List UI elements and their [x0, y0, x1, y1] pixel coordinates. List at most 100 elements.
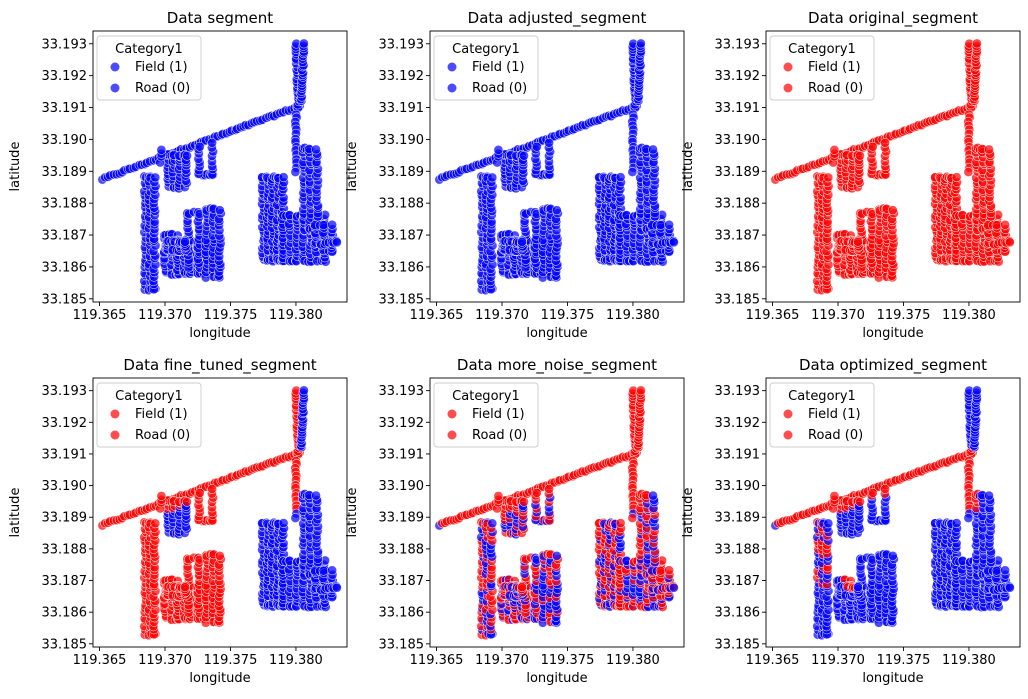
data-point [664, 565, 674, 576]
y-tick-label: 33.187 [42, 229, 88, 244]
data-point [327, 565, 337, 576]
data-point [517, 582, 527, 593]
points [770, 38, 1015, 296]
x-tick-label: 119.380 [606, 308, 660, 323]
legend: Category1 Field (1) Road (0) [433, 382, 539, 448]
y-tick-label: 33.186 [379, 260, 425, 275]
y-tick-label: 33.193 [379, 37, 425, 52]
data-point [180, 582, 190, 593]
x-tick-label: 119.365 [73, 308, 127, 323]
x-tick-label: 119.380 [606, 653, 660, 668]
y-tick-label: 33.190 [379, 133, 425, 148]
data-point [327, 219, 337, 230]
y-tick-label: 33.190 [42, 133, 88, 148]
y-tick-label: 33.192 [379, 416, 425, 431]
legend-marker [447, 83, 457, 93]
data-point [829, 145, 840, 155]
legend-title: Category1 [452, 389, 520, 404]
points [770, 385, 1015, 641]
y-tick-label: 33.188 [379, 197, 425, 212]
points [97, 38, 342, 296]
legend-marker [110, 62, 120, 72]
data-point [487, 172, 498, 183]
subplot-1: 119.365 119.370 119.375 119.38033.18533.186… [8, 9, 348, 341]
axes-frame [765, 30, 1021, 303]
x-axis-label: longitude [189, 671, 250, 686]
x-tick-label: 119.375 [877, 308, 931, 323]
legend-label: Field (1) [472, 60, 525, 75]
data-point [517, 236, 527, 247]
y-tick-label: 33.186 [42, 260, 88, 275]
points [434, 385, 679, 641]
subplot-3: 119.365 119.370 119.375 119.38033.18533.186… [681, 9, 1021, 341]
data-point [332, 582, 342, 593]
legend-marker [110, 83, 120, 93]
legend-label: Field (1) [135, 60, 188, 75]
legend-label: Road (0) [472, 81, 527, 96]
legend-marker [110, 430, 120, 440]
legend: Category1 Field (1) Road (0) [433, 35, 539, 101]
data-point [615, 518, 626, 528]
data-point [669, 237, 679, 248]
data-point [332, 237, 342, 248]
subplot-5: 119.365 119.370 119.375 119.38033.18533.186… [345, 356, 685, 686]
data-point [299, 385, 309, 396]
points [434, 38, 679, 296]
data-point [487, 518, 498, 529]
data-point [278, 518, 289, 528]
y-tick-label: 33.192 [379, 69, 425, 84]
data-point [493, 145, 504, 155]
data-point [214, 551, 225, 561]
data-point [867, 141, 878, 152]
legend-label: Road (0) [472, 428, 527, 443]
legend-title: Category1 [115, 42, 183, 57]
y-axis-label: latitude [8, 488, 23, 538]
y-tick-label: 33.187 [42, 574, 88, 589]
x-tick-label: 119.375 [204, 308, 258, 323]
y-tick-label: 33.193 [42, 37, 88, 52]
y-tick-label: 33.192 [715, 69, 761, 84]
data-point [855, 150, 865, 161]
y-tick-label: 33.191 [379, 101, 425, 116]
y-tick-label: 33.185 [379, 292, 425, 307]
subplot-title: Data more_noise_segment [457, 356, 657, 375]
data-point [823, 172, 834, 183]
legend-marker [110, 409, 120, 419]
y-tick-label: 33.189 [42, 511, 88, 526]
data-point [544, 484, 554, 494]
y-tick-label: 33.191 [379, 447, 425, 462]
y-tick-label: 33.186 [42, 606, 88, 621]
y-tick-label: 33.188 [715, 197, 761, 212]
y-axis-label: latitude [345, 488, 360, 538]
subplot-title: Data adjusted_segment [468, 9, 647, 28]
data-point [311, 490, 321, 501]
y-tick-label: 33.193 [715, 37, 761, 52]
y-axis-label: latitude [8, 142, 23, 192]
legend-label: Road (0) [135, 81, 190, 96]
data-point [150, 172, 161, 183]
legend-marker [447, 409, 457, 419]
axes-frame [429, 377, 685, 648]
data-point [655, 565, 666, 576]
subplot-title: Data segment [167, 9, 273, 27]
y-tick-label: 33.185 [379, 637, 425, 652]
y-tick-label: 33.188 [42, 197, 88, 212]
data-point [972, 38, 982, 49]
legend-label: Field (1) [135, 407, 188, 422]
subplot-4: 119.365 119.370 119.375 119.38033.18533.186… [8, 356, 348, 686]
points [97, 385, 342, 641]
legend-label: Field (1) [472, 407, 525, 422]
x-tick-label: 119.370 [475, 308, 529, 323]
data-point [627, 167, 638, 177]
data-point [299, 38, 309, 49]
data-point [544, 137, 554, 148]
x-axis-label: longitude [526, 671, 587, 686]
legend-marker [783, 62, 793, 72]
data-point [1005, 237, 1015, 248]
data-point [636, 385, 646, 396]
legend-title: Category1 [452, 42, 520, 57]
x-tick-label: 119.380 [269, 653, 323, 668]
data-point [207, 484, 217, 494]
subplot-title: Data fine_tuned_segment [123, 356, 316, 375]
y-axis-label: latitude [345, 142, 360, 192]
